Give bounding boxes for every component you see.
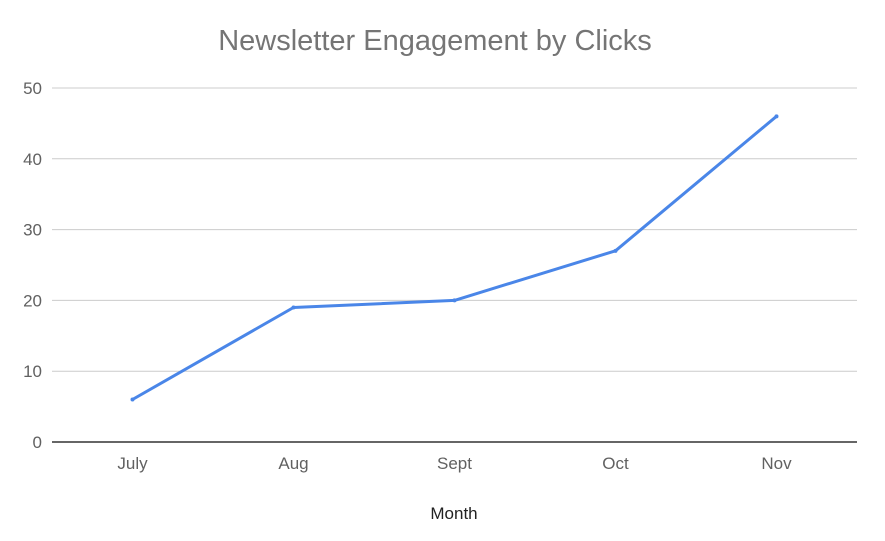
data-point <box>452 298 457 303</box>
x-axis-title: Month <box>430 504 477 523</box>
data-point <box>613 248 618 253</box>
y-tick-label: 30 <box>23 221 42 240</box>
x-tick-label: Aug <box>278 454 308 473</box>
series-lines <box>130 114 779 402</box>
x-tick-label: Nov <box>761 454 792 473</box>
data-point <box>130 397 135 402</box>
gridlines <box>52 87 857 443</box>
x-tick-label: Sept <box>437 454 472 473</box>
data-point <box>291 305 296 310</box>
x-axis-tick-labels: July Aug Sept Oct Nov <box>117 454 792 473</box>
x-tick-label: July <box>117 454 148 473</box>
y-tick-label: 0 <box>33 433 42 452</box>
data-point <box>774 114 779 119</box>
y-tick-label: 20 <box>23 291 42 310</box>
y-axis-tick-labels: 0 10 20 30 40 50 <box>23 79 42 452</box>
x-tick-label: Oct <box>602 454 629 473</box>
y-tick-label: 50 <box>23 79 42 98</box>
y-tick-label: 40 <box>23 150 42 169</box>
chart-title: Newsletter Engagement by Clicks <box>218 25 652 57</box>
y-tick-label: 10 <box>23 362 42 381</box>
